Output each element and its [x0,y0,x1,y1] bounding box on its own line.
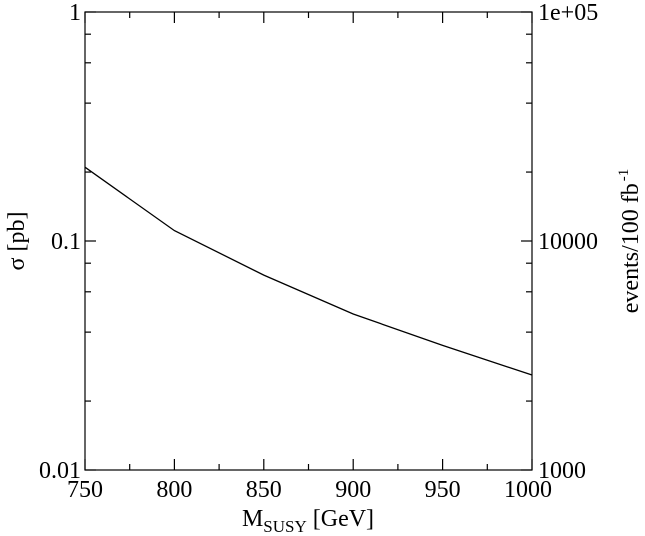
x-axis-label-unit: [GeV] [313,506,374,532]
y-right-tick-label: 1000 [538,458,586,484]
series-line [84,166,533,376]
y-axis-label-right-sup: -1 [616,169,632,182]
y-axis-label-left: σ [pb] [4,212,30,271]
x-tick-label: 950 [425,477,461,503]
tick-labels: 750 800 850 900 950 1000 0.01 0.1 1 1000 10000 1e+0… [39,0,598,503]
x-tick-label: 750 [67,477,103,503]
x-axis-label-sub: SUSY [263,517,306,536]
y-axis-label-right: events/100 fb-1 [616,169,644,313]
x-axis-label: MSUSY [GeV] [242,506,374,536]
x-tick-label: 800 [156,477,192,503]
x-tick-label: 850 [246,477,282,503]
y-left-tick-label: 0.01 [39,458,81,484]
x-tick-label: 1000 [504,477,552,503]
y-axis-label-right-main: events/100 fb [618,183,644,313]
y-right-tick-label: 10000 [538,229,598,255]
y-right-tick-label: 1e+05 [538,0,598,26]
y-left-tick-label: 0.1 [51,229,81,255]
x-axis-label-main: M [242,506,263,532]
y-left-tick-label: 1 [69,0,81,26]
x-tick-label: 900 [335,477,371,503]
plot-frame [84,11,533,471]
ticks [84,11,533,471]
